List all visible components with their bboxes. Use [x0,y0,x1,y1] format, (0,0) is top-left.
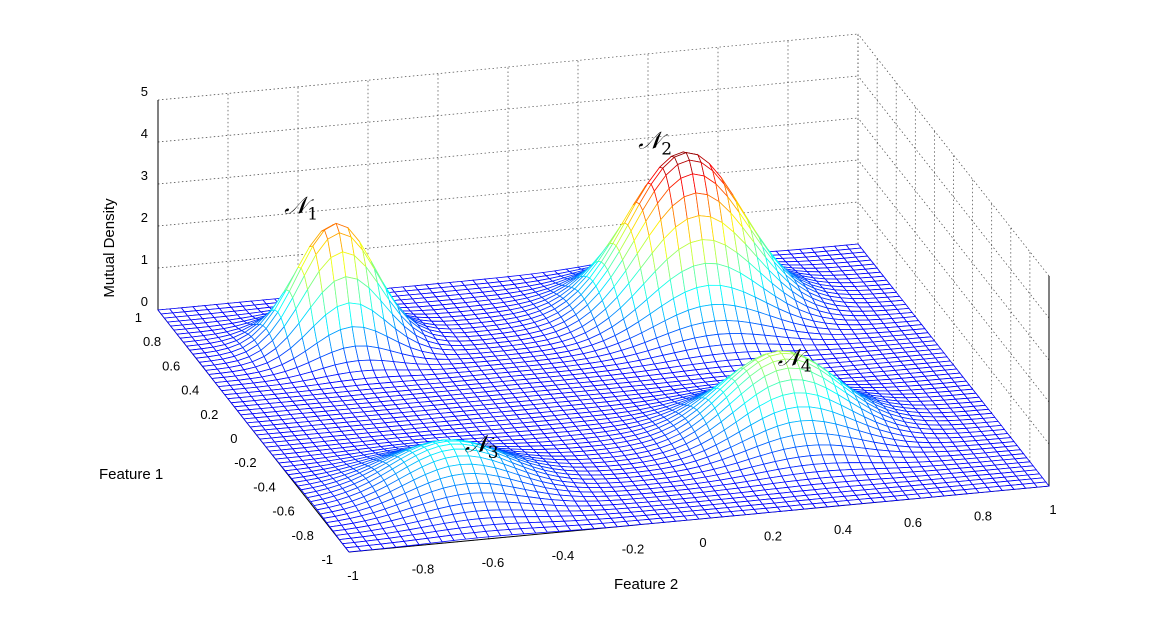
grid-line [157,75,859,143]
z-tick-label: 3 [141,168,148,183]
x-tick-label: -1 [347,568,359,583]
grid-line [857,201,1050,445]
y-tick-label: -1 [321,552,333,567]
grid-line [857,117,1050,361]
y-tick-label: -0.4 [253,479,275,494]
x-tick-label: -0.8 [412,561,434,576]
x-tick-label: -0.4 [552,548,574,563]
peak-label-subscript: 4 [801,356,812,376]
x-tick-label: 0.2 [764,528,782,543]
y-axis-label: Feature 1 [99,466,163,483]
peak-label-subscript: 3 [488,443,499,463]
y-tick-label: 0.8 [143,334,161,349]
x-tick-label: 0.6 [904,515,922,530]
y-tick-label: 1 [135,310,142,325]
y-tick-label: 0.2 [200,407,218,422]
mesh-cell [1033,481,1050,488]
y-tick-label: -0.2 [234,455,256,470]
peak-label-subscript: 1 [307,204,318,224]
x-tick-label: 0.4 [834,522,852,537]
grid-line [857,33,1050,277]
grid-line [857,75,1050,319]
tick-labels: -1 -0.8 -0.6 -0.4 -0.2 0 0.2 0.4 0.6 0.8 1-1-0.8-0… [135,84,1057,583]
z-tick-label: 2 [141,210,148,225]
x-tick-label: -0.2 [622,542,644,557]
x-tick-label: 0 [699,535,706,550]
grid-line [857,159,1050,403]
z-tick-label: 4 [141,126,148,141]
y-tick-label: -0.6 [272,504,294,519]
z-axis-label: Mutual Density [101,198,118,298]
y-tick-label: 0 [230,431,237,446]
y-tick-label: 0.4 [181,383,199,398]
grid-line [157,117,859,185]
y-tick-label: 0.6 [162,358,180,373]
peak-label-3: 𝒩3 [465,430,499,463]
grid-line [157,159,859,227]
peak-label-subscript: 2 [661,140,672,160]
z-tick-label: 5 [141,84,148,99]
grid-line [157,201,859,269]
x-axis-label: Feature 2 [614,576,678,593]
x-tick-label: 1 [1049,502,1056,517]
x-tick-label: 0.8 [974,509,992,524]
surface-mesh [157,151,1050,553]
peak-label-1: 𝒩1 [284,191,318,224]
grid-line [157,33,859,101]
z-tick-label: 0 [141,294,148,309]
x-tick-label: -0.6 [482,555,504,570]
z-tick-label: 1 [141,252,148,267]
y-tick-label: -0.8 [291,528,313,543]
peak-label-2: 𝒩2 [638,127,672,160]
